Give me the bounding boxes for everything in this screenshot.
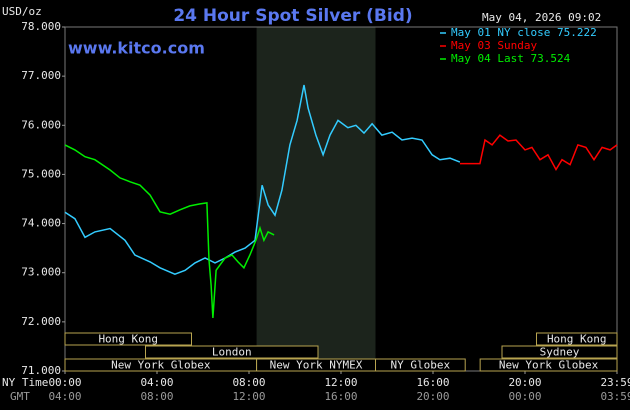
x-tick-label: 23:59 bbox=[600, 376, 630, 389]
session-label: NY Globex bbox=[391, 359, 451, 372]
shaded-session bbox=[256, 27, 376, 371]
session-label: New York NYMEX bbox=[270, 359, 363, 372]
chart-title: 24 Hour Spot Silver (Bid) bbox=[173, 6, 412, 26]
x2-tick-label: 16:00 bbox=[324, 390, 357, 403]
y-tick-label: 73.000 bbox=[21, 266, 61, 279]
session-label: Hong Kong bbox=[547, 333, 607, 346]
y-tick-label: 75.000 bbox=[21, 167, 61, 180]
x-tick-label: 20:00 bbox=[508, 376, 541, 389]
session-box bbox=[145, 345, 319, 359]
x2-tick-label: 00:00 bbox=[508, 390, 541, 403]
session-label: New York Globex bbox=[111, 359, 211, 372]
x2-tick-label: 08:00 bbox=[140, 390, 173, 403]
y-tick-label: 78.000 bbox=[21, 20, 61, 33]
session-label: Sydney bbox=[540, 346, 580, 359]
timestamp: May 04, 2026 09:02 bbox=[482, 11, 601, 24]
y-tick-label: 71.000 bbox=[21, 364, 61, 377]
x-tick-label: 00:00 bbox=[48, 376, 81, 389]
legend-entry: May 04 Last 73.524 bbox=[451, 52, 571, 65]
watermark: www.kitco.com bbox=[68, 39, 205, 58]
x2-tick-label: 12:00 bbox=[232, 390, 265, 403]
price-line bbox=[64, 144, 275, 318]
y-tick-label: 77.000 bbox=[21, 69, 61, 82]
x-tick-label: 04:00 bbox=[140, 376, 173, 389]
x2-tick-label: 20:00 bbox=[416, 390, 449, 403]
y-tick-label: 72.000 bbox=[21, 315, 61, 328]
x-tick-label: 08:00 bbox=[232, 376, 265, 389]
x-tick-label: 12:00 bbox=[324, 376, 357, 389]
session-box bbox=[375, 358, 466, 372]
x2-tick-label: 03:59 bbox=[600, 390, 630, 403]
session-label: London bbox=[212, 346, 252, 359]
x-axis-label: NY Time bbox=[2, 376, 48, 389]
x2-axis-label: GMT bbox=[10, 390, 30, 403]
y-axis-label: USD/oz bbox=[2, 5, 42, 18]
x-tick-label: 16:00 bbox=[416, 376, 449, 389]
session-label: Hong Kong bbox=[98, 333, 158, 346]
session-box bbox=[479, 358, 618, 372]
legend-entry: May 01 NY close 75.222 bbox=[451, 26, 597, 39]
y-tick-label: 74.000 bbox=[21, 217, 61, 230]
x2-tick-label: 04:00 bbox=[48, 390, 81, 403]
legend-entry: May 03 Sunday bbox=[451, 39, 537, 52]
session-box bbox=[64, 332, 192, 346]
price-line bbox=[64, 84, 461, 276]
session-box bbox=[536, 332, 618, 346]
y-tick-label: 76.000 bbox=[21, 118, 61, 131]
session-label: New York Globex bbox=[499, 359, 599, 372]
session-box bbox=[501, 345, 618, 359]
price-line bbox=[459, 134, 618, 171]
